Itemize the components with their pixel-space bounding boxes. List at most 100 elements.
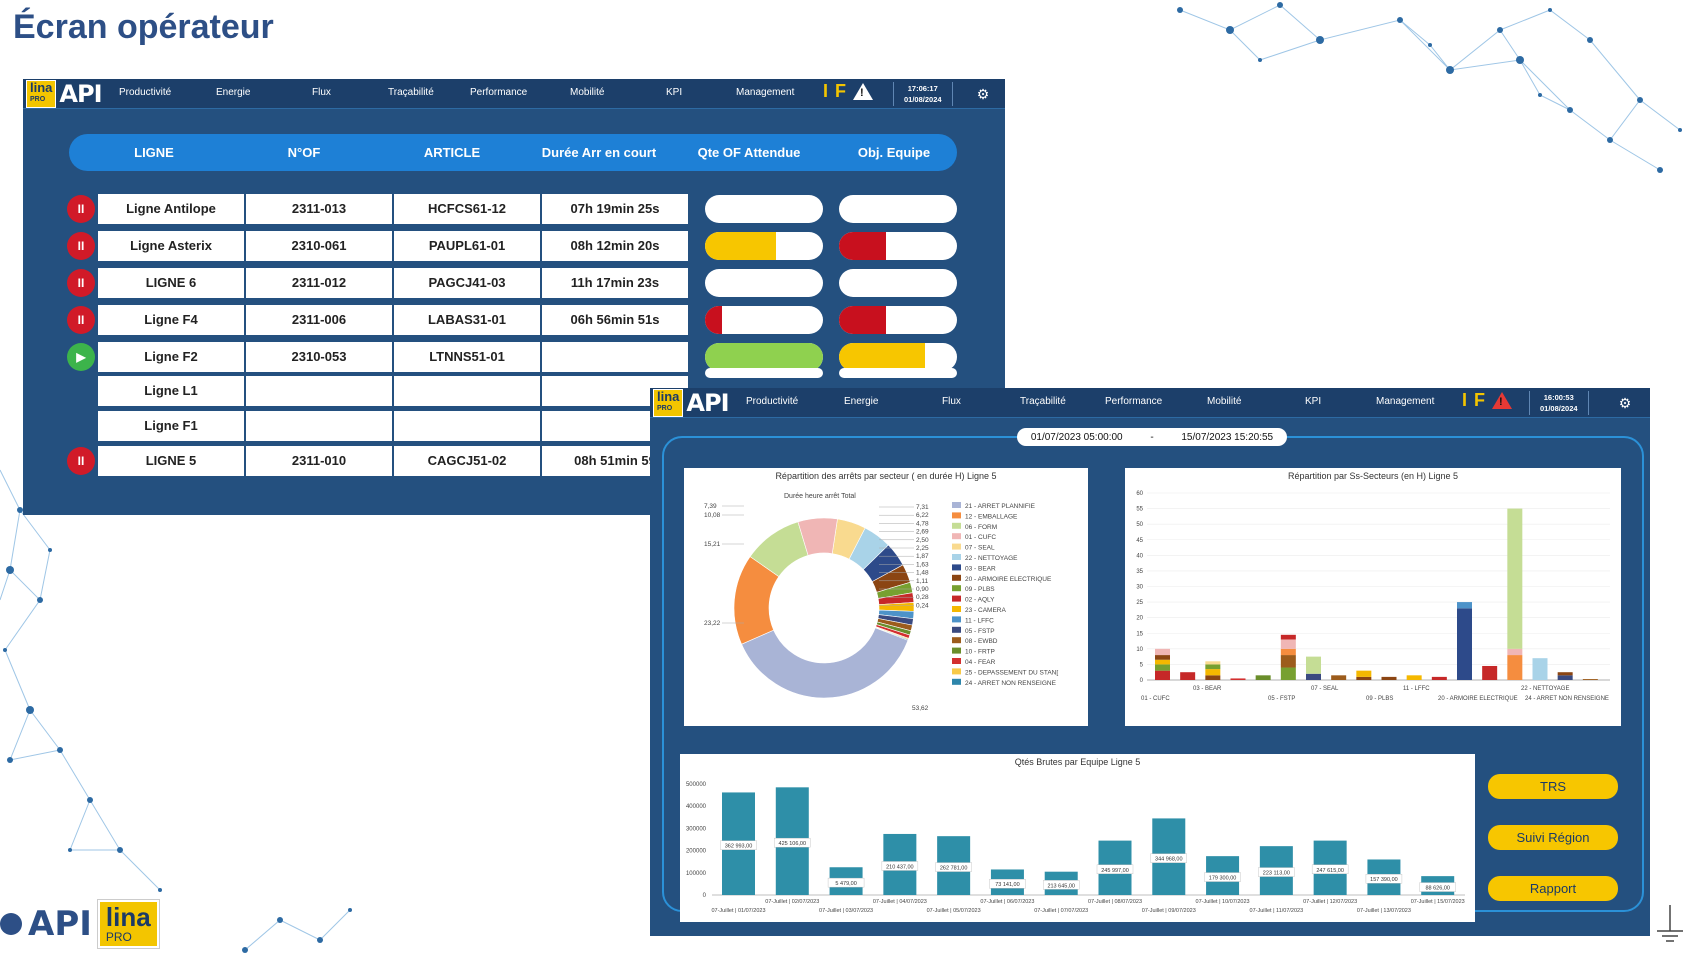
pause-icon[interactable]: II: [67, 306, 95, 334]
pause-icon[interactable]: II: [67, 232, 95, 260]
bar-segment[interactable]: [1205, 675, 1221, 680]
date-range-picker[interactable]: 01/07/2023 05:00:00 - 15/07/2023 15:20:5…: [1017, 428, 1287, 446]
bar-segment[interactable]: [1155, 648, 1170, 656]
bar-segment[interactable]: [1457, 608, 1472, 680]
bar-segment[interactable]: [1230, 678, 1246, 680]
bar-segment[interactable]: [1280, 648, 1296, 656]
bar-segment[interactable]: [1255, 675, 1271, 680]
bar-value-label: 247 615,00: [1316, 868, 1344, 874]
bar-segment[interactable]: [1381, 676, 1397, 680]
bar-segment[interactable]: [1482, 665, 1498, 680]
bar-segment[interactable]: [1532, 658, 1548, 680]
bar-segment[interactable]: [1155, 664, 1170, 671]
nav-item-productivite[interactable]: Productivité: [119, 87, 172, 98]
bar-segment[interactable]: [1457, 602, 1472, 609]
qte-progress-fill: [705, 232, 776, 260]
nav-status-icons: I F: [823, 81, 874, 102]
bar-segment[interactable]: [1205, 661, 1221, 665]
pie-slice[interactable]: [797, 517, 838, 556]
nav-item-mobilite-2[interactable]: Mobilité: [1207, 396, 1242, 407]
x-tick-label: 07-Juillet | 11/07/2023: [1250, 908, 1304, 914]
bar-segment[interactable]: [1155, 670, 1170, 680]
table-row[interactable]: Ligne F1: [23, 411, 1005, 441]
bar-segment[interactable]: [1205, 664, 1221, 670]
y-tick-label: 50: [1136, 522, 1143, 528]
warning-icon[interactable]: [1492, 392, 1513, 409]
pause-icon[interactable]: II: [67, 269, 95, 297]
bar-segment[interactable]: [1155, 659, 1170, 665]
nav-item-flux-2[interactable]: Flux: [942, 396, 961, 407]
x-tick-label: 09 - PLBS: [1366, 696, 1393, 702]
trs-button[interactable]: TRS: [1488, 774, 1618, 799]
bar-segment[interactable]: [1155, 655, 1170, 660]
cell-article: [394, 411, 542, 441]
bar-segment[interactable]: [1582, 679, 1598, 680]
f-icon[interactable]: F: [835, 81, 847, 101]
network-decoration-bottom: [242, 908, 352, 953]
cell-article: PAUPL61-01: [394, 231, 542, 261]
table-row[interactable]: II Ligne F4 2311-006 LABAS31-01 06h 56min 51…: [23, 305, 1005, 335]
x-tick-label: 07-Juillet | 06/07/2023: [980, 899, 1034, 905]
value-label-box: [1204, 872, 1241, 882]
bar-segment[interactable]: [1557, 672, 1573, 676]
f-icon[interactable]: F: [1474, 390, 1486, 410]
nav-item-management[interactable]: Management: [736, 87, 795, 98]
table-row[interactable]: ▶ Ligne F2 2310-053 LTNNS51-01: [23, 342, 1005, 372]
gear-icon[interactable]: ⚙: [976, 86, 990, 102]
bar-segment[interactable]: [1280, 655, 1296, 668]
pie-slice[interactable]: [741, 627, 909, 699]
nav-item-management-2[interactable]: Management: [1376, 396, 1435, 407]
bar-segment[interactable]: [1280, 634, 1296, 640]
gear-icon[interactable]: ⚙: [1618, 395, 1632, 411]
nav-item-energie-2[interactable]: Energie: [844, 396, 879, 407]
date-from[interactable]: 01/07/2023 05:00:00: [1030, 431, 1123, 443]
legend-entry: 20 - ARMOIRE ELECTRIQUE: [965, 576, 1052, 583]
bar-segment[interactable]: [1331, 675, 1347, 680]
bar-segment[interactable]: [1431, 676, 1447, 680]
cell-duree: [542, 342, 690, 372]
nav-item-mobilite[interactable]: Mobilité: [570, 87, 605, 98]
bar-segment[interactable]: [1557, 675, 1573, 680]
bar-segment[interactable]: [1306, 656, 1321, 674]
rapport-button[interactable]: Rapport: [1488, 876, 1618, 901]
play-icon[interactable]: ▶: [67, 343, 95, 371]
nav-item-performance[interactable]: Performance: [470, 87, 528, 98]
bar-segment[interactable]: [1507, 648, 1523, 656]
bar-segment[interactable]: [1180, 672, 1196, 680]
y-tick-label: 0: [703, 893, 707, 899]
warning-icon[interactable]: [853, 83, 874, 100]
date-to[interactable]: 15/07/2023 15:20:55: [1181, 431, 1274, 443]
suivi-region-button[interactable]: Suivi Région: [1488, 825, 1618, 850]
cell-ligne: Ligne F1: [98, 411, 246, 441]
bar-segment[interactable]: [1280, 639, 1296, 649]
bar-segment[interactable]: [1306, 673, 1321, 680]
bar-segment[interactable]: [1356, 676, 1372, 680]
nav-item-tracabilite[interactable]: Traçabilité: [388, 87, 434, 98]
bar-segment[interactable]: [1507, 655, 1523, 680]
nav-item-performance-2[interactable]: Performance: [1105, 396, 1163, 407]
bar-segment[interactable]: [1280, 667, 1296, 680]
nav-item-kpi-2[interactable]: KPI: [1305, 396, 1322, 407]
info-icon[interactable]: I: [1462, 390, 1468, 410]
table-row[interactable]: II LIGNE 6 2311-012 PAGCJ41-03 11h 17min 23s: [23, 268, 1005, 298]
table-row[interactable]: II LIGNE 5 2311-010 CAGCJ51-02 08h 51min 59: [23, 446, 1005, 476]
pause-icon[interactable]: II: [67, 447, 95, 475]
y-tick-label: 500000: [686, 782, 707, 788]
nav-item-productivite-2[interactable]: Productivité: [746, 396, 799, 407]
table-row[interactable]: II Ligne Asterix 2310-061 PAUPL61-01 08h 12m…: [23, 231, 1005, 261]
table-row[interactable]: Ligne L1: [23, 368, 1005, 406]
y-tick-label: 100000: [686, 871, 707, 877]
table-row[interactable]: II Ligne Antilope 2311-013 HCFCS61-12 07h 19…: [23, 194, 1005, 224]
bar-segment[interactable]: [1356, 670, 1372, 677]
bar-segment[interactable]: [1406, 675, 1422, 680]
info-icon[interactable]: I: [823, 81, 829, 101]
nav-item-tracabilite-2[interactable]: Traçabilité: [1020, 396, 1066, 407]
nav-item-energie[interactable]: Energie: [216, 87, 251, 98]
nav-item-kpi[interactable]: KPI: [666, 87, 683, 98]
value-label-box: [1311, 864, 1349, 875]
pause-icon[interactable]: II: [67, 195, 95, 223]
pie-value-label: 6,22: [916, 512, 929, 519]
bar-segment[interactable]: [1205, 669, 1221, 676]
nav-item-flux[interactable]: Flux: [312, 87, 331, 98]
bar-segment[interactable]: [1507, 508, 1523, 649]
